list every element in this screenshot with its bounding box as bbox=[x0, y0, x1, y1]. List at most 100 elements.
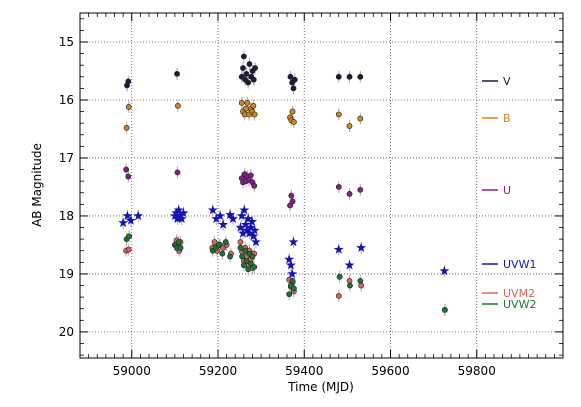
uvw2-data-point bbox=[222, 239, 229, 245]
uvw1-data-point bbox=[240, 219, 251, 229]
uvw1-data-point bbox=[172, 213, 183, 224]
uvw1-data-point bbox=[243, 213, 254, 224]
uvw2-data-point bbox=[177, 244, 184, 251]
uvm2-data-point bbox=[335, 293, 342, 299]
b-data-point bbox=[346, 123, 353, 129]
b-data-point bbox=[123, 124, 130, 131]
v-data-point bbox=[291, 76, 298, 83]
uvw1-data-point bbox=[207, 204, 218, 215]
uvw1-data-point bbox=[333, 244, 344, 254]
uvw1-data-point bbox=[248, 231, 259, 241]
uvw1-data-point bbox=[239, 204, 250, 215]
v-data-point bbox=[174, 70, 180, 77]
uvw1-data-point bbox=[173, 204, 184, 215]
u-data-point bbox=[335, 184, 342, 190]
uvw2-data-point bbox=[237, 244, 244, 251]
y-axis-title: AB Magnitude bbox=[30, 143, 44, 227]
y-tick-label: 19 bbox=[59, 267, 74, 281]
uvw1-data-point bbox=[175, 210, 185, 221]
b-data-point bbox=[244, 99, 251, 106]
legend-label-uvw1: UVW1 bbox=[503, 258, 536, 271]
b-data-point bbox=[290, 119, 297, 125]
u-data-point bbox=[288, 192, 295, 199]
u-data-point bbox=[346, 191, 353, 197]
y-tick-label: 17 bbox=[59, 151, 74, 165]
b-data-point bbox=[243, 105, 249, 112]
uvw2-data-point bbox=[336, 273, 343, 280]
uvw1-data-point bbox=[439, 265, 450, 276]
y-tick-label: 15 bbox=[59, 35, 74, 49]
u-data-point bbox=[125, 173, 132, 180]
x-axis-title: Time (MJD) bbox=[287, 380, 354, 394]
uvw1-data-point bbox=[215, 210, 226, 221]
u-data-point bbox=[247, 172, 254, 179]
v-data-point bbox=[240, 65, 246, 71]
uvw1-data-point bbox=[241, 225, 252, 235]
uvw2-data-point bbox=[215, 242, 222, 248]
x-tick-label: 59200 bbox=[199, 364, 237, 378]
uvw1-data-point bbox=[236, 210, 247, 221]
u-data-point bbox=[357, 186, 364, 193]
v-data-point bbox=[243, 70, 250, 77]
legend-label-u: U bbox=[503, 184, 511, 197]
uvw2-data-point bbox=[290, 285, 297, 292]
uvw2-data-point bbox=[242, 247, 249, 254]
b-data-point bbox=[125, 104, 132, 110]
uvw1-data-point bbox=[344, 260, 355, 270]
uvw2-data-point bbox=[175, 239, 182, 245]
uvw1-data-point bbox=[356, 242, 367, 253]
uvw2-data-point bbox=[126, 233, 133, 240]
v-data-point bbox=[287, 73, 294, 80]
legend-label-uvw2: UVW2 bbox=[503, 298, 536, 311]
legend-label-v: V bbox=[503, 75, 511, 88]
axis-ticks: 59000 59200 59400 59600 59800 15 16 17 18 19 20 bbox=[59, 13, 563, 378]
uvw2-data-point bbox=[441, 306, 448, 313]
uvw2-data-point bbox=[289, 277, 296, 284]
uvm2-data-point bbox=[237, 239, 244, 245]
b-data-point bbox=[335, 111, 342, 118]
uvw1-data-point bbox=[288, 236, 299, 247]
uvw2-data-point bbox=[251, 264, 258, 270]
uvw1-data-point bbox=[118, 217, 129, 228]
uvw1-data-point bbox=[133, 210, 144, 221]
uvm2-data-point bbox=[358, 282, 365, 289]
y-tick-label: 16 bbox=[59, 93, 74, 107]
x-tick-label: 59000 bbox=[113, 364, 151, 378]
y-tick-label: 18 bbox=[59, 209, 74, 223]
uvw2-data-point bbox=[245, 266, 252, 273]
uvw1-data-point bbox=[235, 222, 246, 232]
uvw1-data-point bbox=[228, 213, 239, 224]
uvw2-data-point bbox=[286, 291, 293, 298]
u-data-point bbox=[287, 202, 293, 209]
u-data-point bbox=[289, 198, 296, 205]
b-data-point bbox=[251, 111, 258, 118]
plot-area bbox=[80, 13, 563, 358]
uvw2-data-point bbox=[227, 253, 233, 260]
uvw1-data-point bbox=[251, 236, 261, 247]
u-data-point bbox=[251, 182, 258, 189]
uvw1-data-point bbox=[284, 254, 295, 264]
legend-label-b: B bbox=[503, 112, 511, 125]
uvw2-data-point bbox=[240, 262, 247, 269]
uvw1-data-point bbox=[225, 209, 236, 219]
uvw2-data-point bbox=[249, 253, 256, 260]
uvw2-data-point bbox=[239, 253, 246, 260]
uvm2-data-point bbox=[125, 246, 132, 253]
y-tick-label: 20 bbox=[59, 325, 74, 339]
uvw1-data-point bbox=[171, 207, 182, 218]
uvw1-data-point bbox=[245, 222, 256, 232]
v-data-point bbox=[252, 65, 258, 71]
uvm2-data-point bbox=[211, 239, 218, 245]
uvw1-data-point bbox=[249, 225, 260, 235]
uvw1-data-point bbox=[176, 213, 187, 224]
x-tick-label: 59400 bbox=[285, 364, 323, 378]
uvw1-data-point bbox=[285, 260, 296, 270]
v-data-point bbox=[246, 61, 253, 67]
uvw1-data-point bbox=[122, 210, 133, 221]
legend-label-uvm2: UVM2 bbox=[503, 287, 535, 300]
b-data-point bbox=[238, 99, 245, 106]
b-data-point bbox=[289, 108, 296, 115]
uvw2-data-point bbox=[247, 260, 254, 267]
